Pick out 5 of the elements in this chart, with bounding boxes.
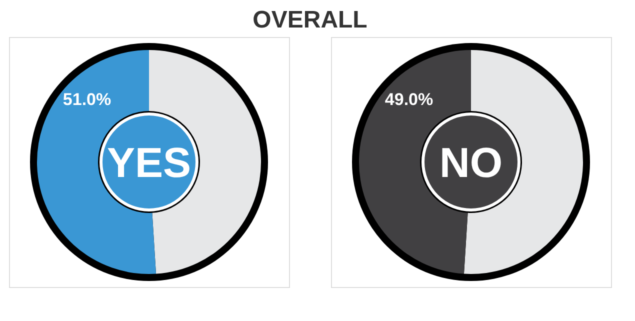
slice-label: YES <box>106 139 192 186</box>
slice-label: NO <box>440 139 502 186</box>
data-label: 51.0% <box>62 90 112 109</box>
text: OVERALL <box>252 6 368 34</box>
data-label: 49.0% <box>384 90 434 109</box>
